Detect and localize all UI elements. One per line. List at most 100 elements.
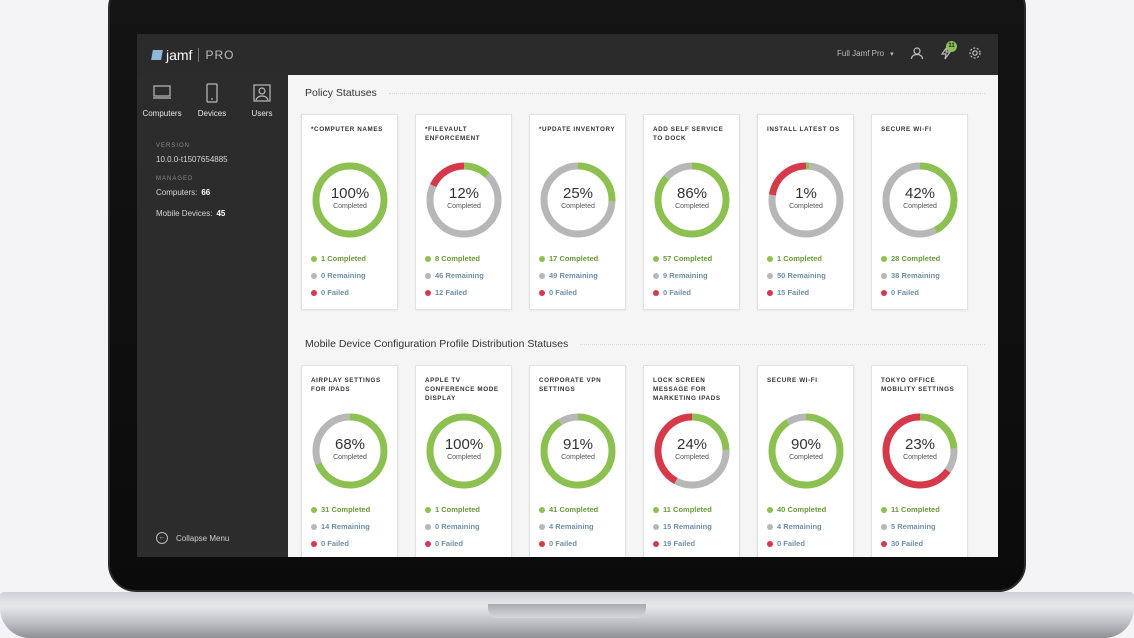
failed-stat[interactable]: 0 Failed <box>881 288 919 297</box>
sidebar-nav: Computers Devices Users <box>137 75 288 118</box>
sidebar-item-users[interactable]: Users <box>237 83 287 118</box>
computer-icon <box>137 83 187 105</box>
notifications-icon[interactable] <box>938 46 954 62</box>
completed-stat[interactable]: 1 Completed <box>311 254 366 263</box>
status-ring <box>540 162 616 238</box>
completed-caption: Completed <box>903 454 937 461</box>
remaining-stat[interactable]: 50 Remaining <box>767 271 826 280</box>
percent-completed: 42% <box>904 185 936 202</box>
completed-stat[interactable]: 41 Completed <box>539 505 598 514</box>
status-card[interactable]: CORPORATE VPN SETTINGS 91% Completed 41 Com… <box>529 365 626 557</box>
main-content: Policy Statuses *COMPUTER NAMES 100% Compl… <box>288 75 998 557</box>
status-card[interactable]: *FILEVAULT ENFORCEMENT 12% Completed 8 Comp… <box>415 114 512 310</box>
status-ring <box>654 413 730 489</box>
remaining-dot-icon <box>653 272 659 279</box>
failed-stat[interactable]: 15 Failed <box>767 288 809 297</box>
status-card[interactable]: SECURE WI-FI 90% Completed 40 Completed 4 Re… <box>757 365 854 557</box>
ring-segment-remaining <box>540 413 616 489</box>
status-card[interactable]: *COMPUTER NAMES 100% Completed 1 Completed 0… <box>301 114 398 310</box>
ring-segment-remaining <box>654 162 730 238</box>
completed-caption: Completed <box>903 203 937 210</box>
remaining-stat[interactable]: 0 Remaining <box>425 522 480 531</box>
percent-completed: 25% <box>562 185 594 202</box>
status-card[interactable]: TOKYO OFFICE MOBILITY SETTINGS 23% Complet… <box>871 365 968 557</box>
jamf-logo[interactable]: jamf PRO <box>151 47 235 63</box>
status-ring <box>882 162 958 238</box>
remaining-stat[interactable]: 0 Remaining <box>311 271 366 280</box>
card-title: APPLE TV CONFERENCE MODE DISPLAY <box>425 377 499 402</box>
ring-segment-failed <box>882 413 958 489</box>
ring-segment-failed <box>654 413 730 489</box>
failed-stat[interactable]: 0 Failed <box>767 539 805 548</box>
remaining-dot-icon <box>425 523 431 530</box>
completed-stat[interactable]: 40 Completed <box>767 505 826 514</box>
completed-caption: Completed <box>447 454 481 461</box>
percent-completed: 100% <box>330 185 370 202</box>
user-icon[interactable] <box>909 46 925 62</box>
completed-caption: Completed <box>789 203 823 210</box>
remaining-stat[interactable]: 49 Remaining <box>539 271 598 280</box>
account-menu[interactable]: Full Jamf Pro ▾ <box>837 49 894 58</box>
percent-completed: 1% <box>795 185 817 202</box>
sidebar-item-computers[interactable]: Computers <box>137 83 187 118</box>
failed-stat[interactable]: 30 Failed <box>881 539 923 548</box>
remaining-stat[interactable]: 46 Remaining <box>425 271 484 280</box>
gear-icon[interactable] <box>967 46 983 62</box>
completed-dot-icon <box>311 506 317 513</box>
remaining-dot-icon <box>767 523 773 530</box>
status-card[interactable]: ADD SELF SERVICE TO DOCK 86% Completed 57 C… <box>643 114 740 310</box>
failed-stat[interactable]: 0 Failed <box>539 539 577 548</box>
completed-dot-icon <box>881 255 887 262</box>
completed-stat[interactable]: 57 Completed <box>653 254 712 263</box>
notification-badge: 11 <box>946 41 957 52</box>
completed-dot-icon <box>425 255 431 262</box>
failed-stat[interactable]: 0 Failed <box>311 539 349 548</box>
managed-computers: Computers: 66 <box>156 188 211 197</box>
remaining-stat[interactable]: 15 Remaining <box>653 522 712 531</box>
completed-stat[interactable]: 8 Completed <box>425 254 480 263</box>
failed-stat[interactable]: 0 Failed <box>539 288 577 297</box>
card-title: *COMPUTER NAMES <box>311 126 383 133</box>
failed-stat[interactable]: 12 Failed <box>425 288 467 297</box>
remaining-stat[interactable]: 14 Remaining <box>311 522 370 531</box>
status-card[interactable]: APPLE TV CONFERENCE MODE DISPLAY 100% Comp… <box>415 365 512 557</box>
status-card[interactable]: SECURE WI-FI 42% Completed 28 Completed 38 R… <box>871 114 968 310</box>
ring-segment-remaining <box>768 413 844 489</box>
percent-completed: 12% <box>448 185 480 202</box>
completed-stat[interactable]: 11 Completed <box>653 505 712 514</box>
remaining-stat[interactable]: 5 Remaining <box>881 522 936 531</box>
status-ring <box>312 413 388 489</box>
version-label: VERSION <box>156 143 191 149</box>
percent-completed: 90% <box>790 436 822 453</box>
remaining-stat[interactable]: 4 Remaining <box>539 522 594 531</box>
failed-stat[interactable]: 19 Failed <box>653 539 695 548</box>
completed-stat[interactable]: 28 Completed <box>881 254 940 263</box>
status-card[interactable]: LOCK SCREEN MESSAGE FOR MARKETING IPADS 2… <box>643 365 740 557</box>
completed-dot-icon <box>653 255 659 262</box>
completed-stat[interactable]: 1 Completed <box>767 254 822 263</box>
percent-completed: 24% <box>676 436 708 453</box>
failed-stat[interactable]: 0 Failed <box>653 288 691 297</box>
ring-segment-remaining <box>768 162 844 238</box>
failed-stat[interactable]: 0 Failed <box>425 539 463 548</box>
collapse-menu-button[interactable]: ← Collapse Menu <box>156 532 229 544</box>
remaining-stat[interactable]: 38 Remaining <box>881 271 940 280</box>
failed-dot-icon <box>767 289 773 296</box>
status-card[interactable]: AIRPLAY SETTINGS FOR IPADS 68% Completed 31… <box>301 365 398 557</box>
completed-stat[interactable]: 31 Completed <box>311 505 370 514</box>
remaining-stat[interactable]: 4 Remaining <box>767 522 822 531</box>
status-card[interactable]: INSTALL LATEST OS 1% Completed 1 Completed 5… <box>757 114 854 310</box>
completed-stat[interactable]: 11 Completed <box>881 505 940 514</box>
failed-dot-icon <box>311 540 317 547</box>
completed-dot-icon <box>425 506 431 513</box>
completed-stat[interactable]: 1 Completed <box>425 505 480 514</box>
completed-stat[interactable]: 17 Completed <box>539 254 598 263</box>
sidebar-item-devices[interactable]: Devices <box>187 83 237 118</box>
status-card[interactable]: *UPDATE INVENTORY 25% Completed 17 Complete… <box>529 114 626 310</box>
product-name: PRO <box>205 48 235 62</box>
remaining-dot-icon <box>311 523 317 530</box>
account-label: Full Jamf Pro <box>837 49 885 58</box>
profile-section-title: Mobile Device Configuration Profile Dist… <box>305 338 985 350</box>
failed-stat[interactable]: 0 Failed <box>311 288 349 297</box>
remaining-stat[interactable]: 9 Remaining <box>653 271 708 280</box>
